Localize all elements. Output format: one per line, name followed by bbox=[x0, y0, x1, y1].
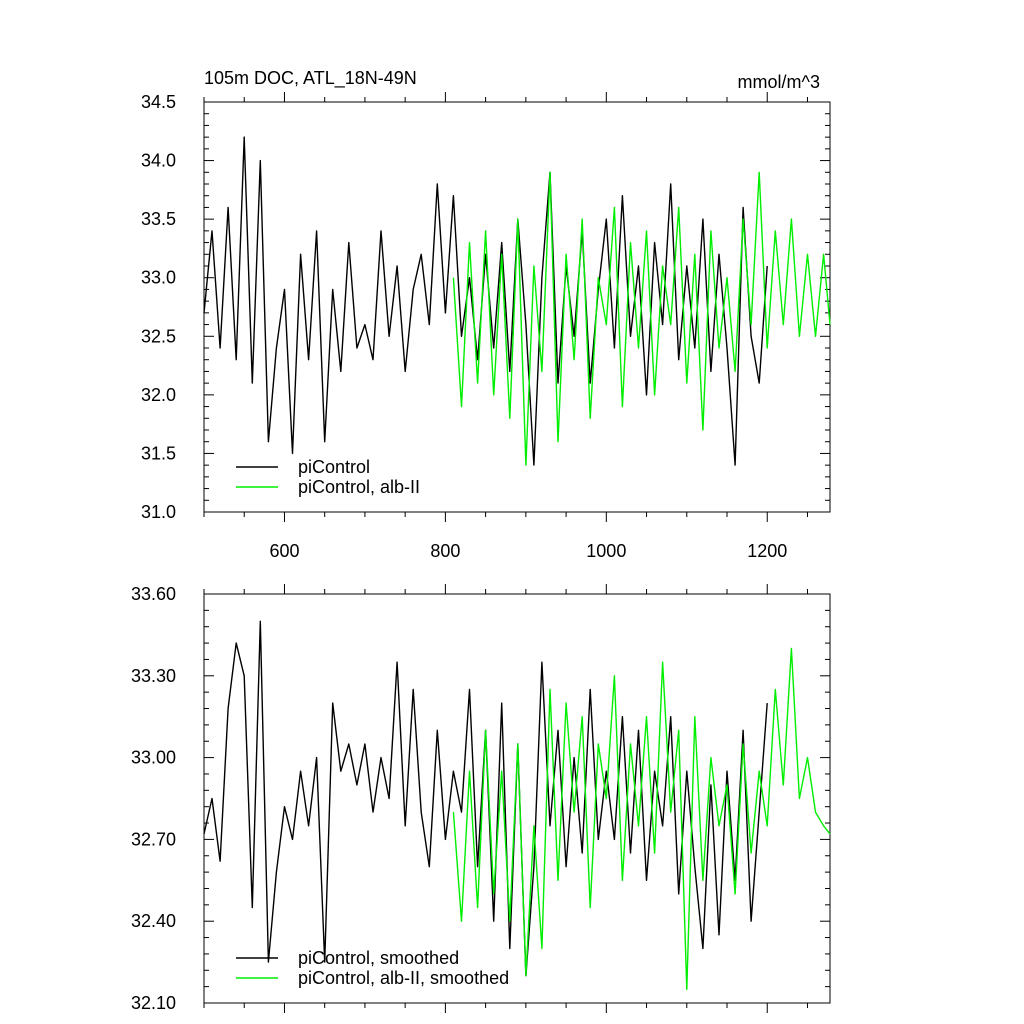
top-y-tick-label: 34.5 bbox=[141, 92, 176, 112]
top-y-tick-label: 33.5 bbox=[141, 209, 176, 229]
top-legend-label-0: piControl bbox=[298, 457, 370, 477]
bottom-y-tick-label: 33.30 bbox=[131, 666, 176, 686]
top-x-tick-label: 600 bbox=[269, 541, 299, 561]
top-panel-title: 105m DOC, ATL_18N-49N bbox=[204, 68, 417, 89]
top-series-line-0 bbox=[203, 136, 768, 466]
bottom-y-tick-label: 32.40 bbox=[131, 911, 176, 931]
top-y-tick-label: 33.0 bbox=[141, 268, 176, 288]
top-x-tick-label: 1000 bbox=[586, 541, 626, 561]
bottom-series-line-1 bbox=[452, 647, 831, 991]
bottom-y-tick-label: 33.60 bbox=[131, 584, 176, 604]
bottom-y-tick-label: 32.10 bbox=[131, 993, 176, 1013]
bottom-legend-label-1: piControl, alb-II, smoothed bbox=[298, 968, 509, 988]
top-y-tick-label: 34.0 bbox=[141, 151, 176, 171]
top-y-tick-label: 32.5 bbox=[141, 326, 176, 346]
bottom-y-tick-label: 33.00 bbox=[131, 748, 176, 768]
top-plot-area: 600 800 1000 1200 31.0 31.5 32.0 32.5 33.0 33.5 34… bbox=[141, 92, 831, 561]
bottom-series-line-0 bbox=[203, 620, 768, 977]
top-y-tick-label: 31.0 bbox=[141, 502, 176, 522]
top-series-line-1 bbox=[452, 171, 831, 466]
top-x-tick-label: 1200 bbox=[747, 541, 787, 561]
bottom-plot-area: 32.10 32.40 32.70 33.00 33.30 33.60 piControl,… bbox=[131, 584, 831, 1013]
top-y-tick-label: 32.0 bbox=[141, 385, 176, 405]
top-panel-units: mmol/m^3 bbox=[738, 72, 820, 92]
bottom-panel-smoothed: 32.10 32.40 32.70 33.00 33.30 33.60 piControl,… bbox=[131, 584, 831, 1013]
bottom-legend-label-0: piControl, smoothed bbox=[298, 948, 459, 968]
top-x-tick-label: 800 bbox=[430, 541, 460, 561]
top-panel-doc: 105m DOC, ATL_18N-49N mmol/m^3 600 800 100… bbox=[141, 68, 831, 561]
top-legend-label-1: piControl, alb-II bbox=[298, 477, 420, 497]
top-y-tick-label: 31.5 bbox=[141, 443, 176, 463]
bottom-y-tick-label: 32.70 bbox=[131, 829, 176, 849]
bottom-axis-frame bbox=[203, 593, 831, 1004]
